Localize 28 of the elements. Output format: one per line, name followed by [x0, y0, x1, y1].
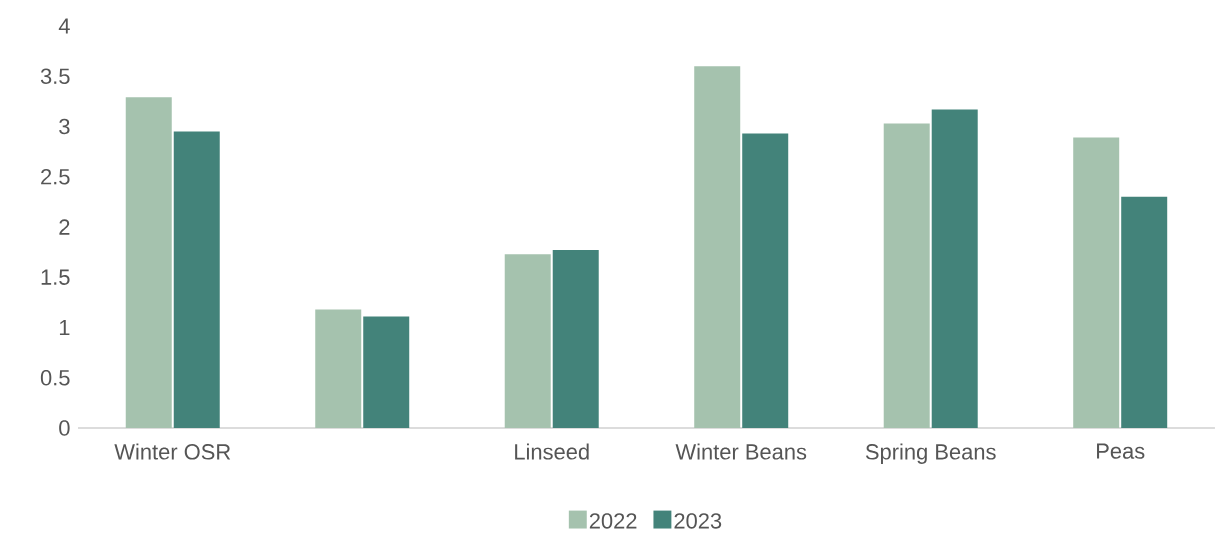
bar: [883, 123, 930, 428]
bar: [1121, 196, 1168, 428]
bar: [694, 66, 741, 428]
bar: [125, 97, 172, 428]
y-tick-label: 0.5: [40, 369, 70, 386]
y-tick-label: 1: [59, 319, 70, 336]
bar: [173, 131, 220, 428]
y-tick-label: 0: [59, 420, 70, 436]
x-tick-label: Winter OSR: [114, 443, 231, 460]
y-tick-label: 1.5: [41, 269, 70, 285]
x-tick-label: Spring Beans: [865, 443, 996, 464]
y-tick-label: 3: [59, 118, 70, 135]
legend-label: 2023: [674, 513, 722, 529]
y-tick-label: 4: [58, 18, 70, 34]
y-tick-label: 2: [59, 219, 70, 235]
bar: [315, 309, 362, 428]
bar: [742, 133, 789, 428]
bar: [1073, 137, 1120, 428]
bar: [931, 109, 978, 428]
y-tick-label: 2.5: [41, 168, 70, 185]
bar: [552, 250, 599, 428]
y-tick-label: 3.5: [40, 68, 70, 85]
x-tick-label: Winter Beans: [675, 443, 807, 460]
bar: [504, 254, 551, 428]
x-tick-label: Peas: [1097, 443, 1145, 459]
legend-label: 2022: [589, 513, 637, 529]
bar: [363, 316, 410, 428]
x-tick-label: Linseed: [515, 443, 589, 460]
